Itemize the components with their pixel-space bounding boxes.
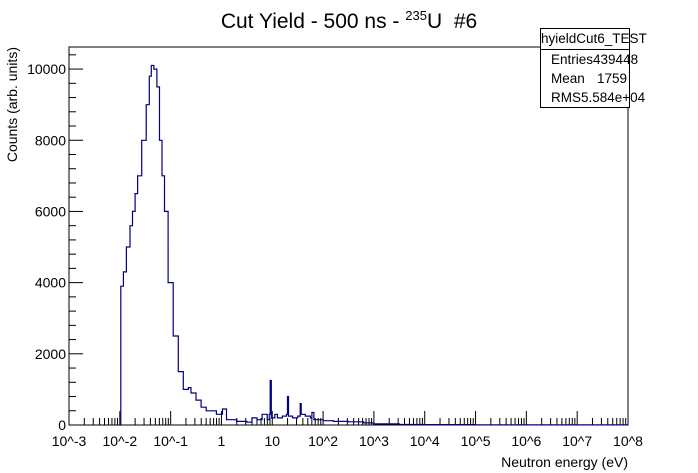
x-tick-label: 10^-3 [52,433,87,449]
x-tick-label: 10^4 [410,433,440,449]
x-tick-label: 10^5 [461,433,491,449]
x-tick-label: 10^7 [562,433,592,449]
stats-value: 1759 [596,71,627,86]
stats-row-rms: RMS 5.584e+04 [541,88,645,107]
y-tick-label: 4000 [35,275,66,291]
stats-row-mean: Mean 1759 [541,69,629,88]
title-element: U [426,10,443,33]
stats-name: hyieldCut6_TEST [541,29,647,50]
y-tick-label: 2000 [35,346,66,362]
x-tick-label: 1 [218,433,226,449]
stats-label: Entries [551,52,594,67]
x-axis-label: Neutron energy (eV) [501,454,628,470]
stats-value: 439448 [593,52,639,67]
y-tick-label: 10000 [27,61,66,77]
x-tick-label: 10 [264,433,280,449]
y-axis-label: Counts (arb. units) [4,47,20,162]
x-tick-label: 10^-1 [153,433,188,449]
x-tick-label: 10^8 [613,433,643,449]
y-tick-label: 0 [58,417,66,433]
y-tick-label: 8000 [35,132,66,148]
x-tick-label: 10^3 [359,433,389,449]
stats-label: RMS [551,90,581,105]
stats-row-entries: Entries 439448 [541,50,638,69]
histogram-line [119,64,629,426]
title-isotope-mass: 235 [405,8,427,23]
y-tick-label: 6000 [35,203,66,219]
x-tick-label: 10^2 [308,433,338,449]
stats-label: Mean [551,71,585,86]
plot-frame [68,46,629,426]
x-tick-label: 10^6 [511,433,541,449]
title-text: Cut Yield - 500 ns - [220,10,406,33]
stats-box: hyieldCut6_TEST Entries 439448 Mean 1759 R… [540,28,647,108]
x-tick-label: 10^-2 [103,433,138,449]
title-suffix: #6 [453,10,478,33]
chart-title: Cut Yield - 500 ns - 235U #6 [0,8,698,34]
stats-value: 5.584e+04 [581,90,646,105]
